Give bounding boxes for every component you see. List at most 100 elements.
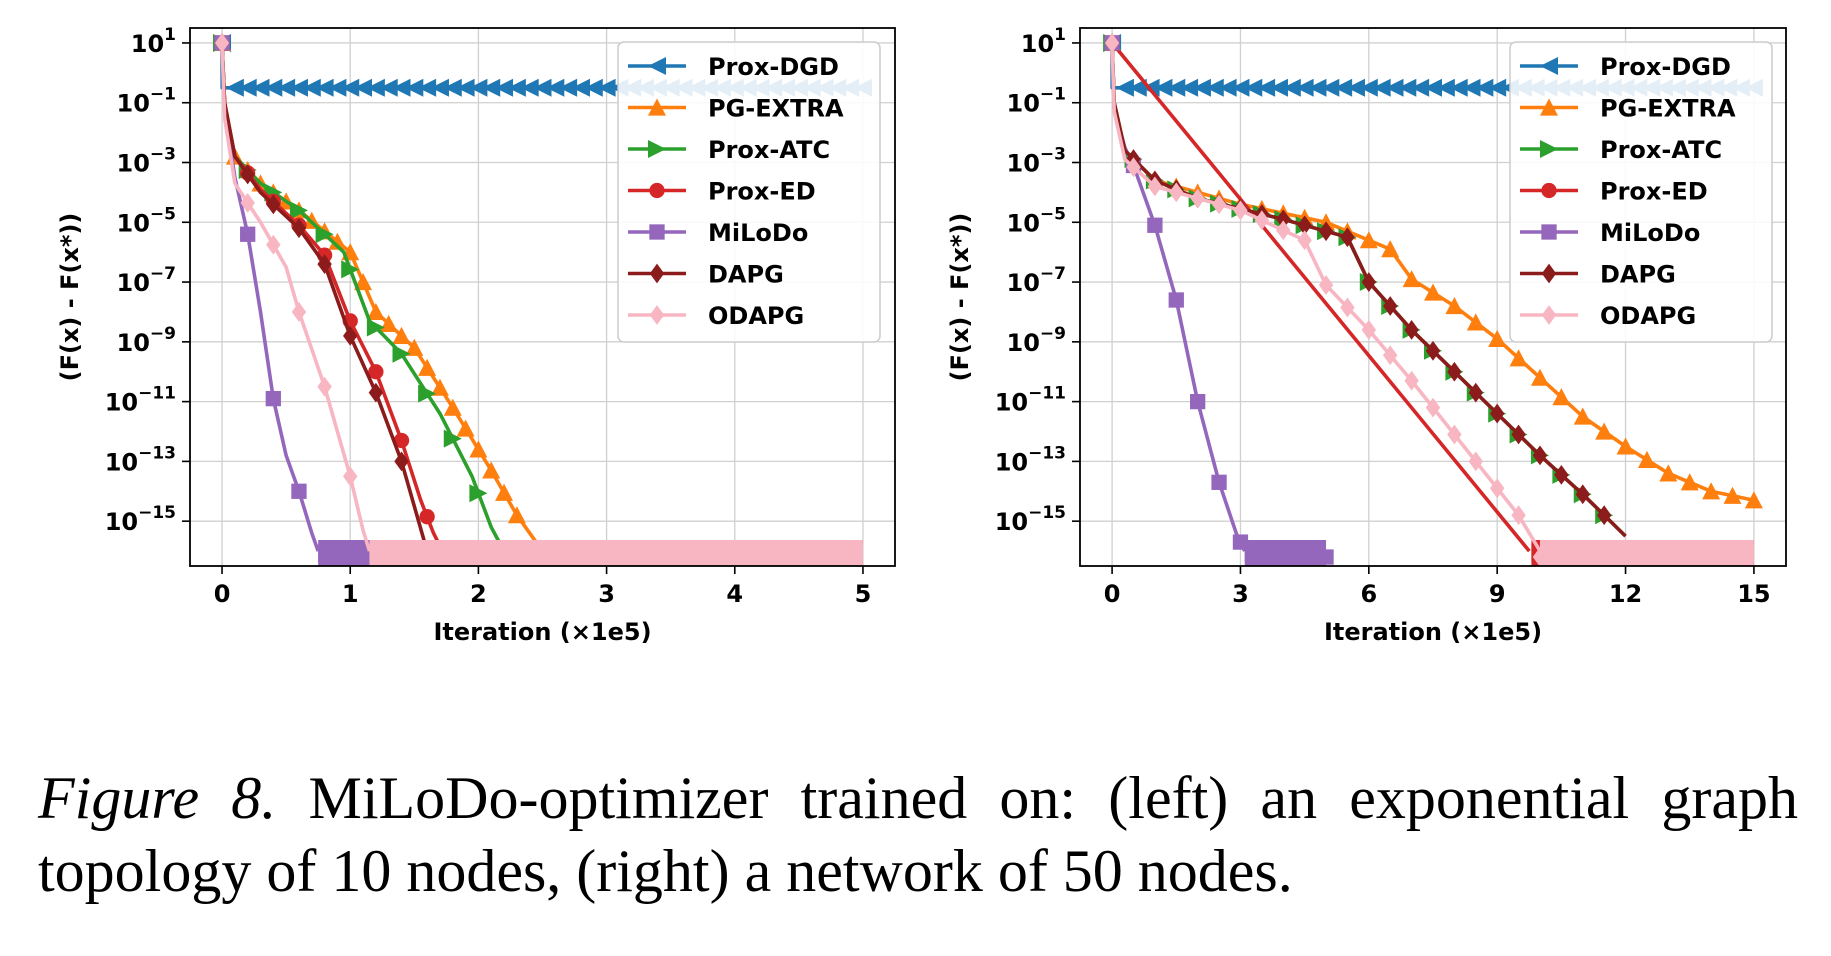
series-marker: [1509, 349, 1528, 367]
series-marker: [1468, 382, 1483, 403]
series-marker: [1168, 292, 1184, 308]
series-marker: [405, 338, 424, 356]
series-marker: [328, 78, 347, 97]
series-marker: [1154, 78, 1173, 97]
legend-label: PG-EXTRA: [1600, 95, 1736, 123]
legend-swatch-marker: [1541, 263, 1557, 284]
series-marker: [1359, 78, 1378, 97]
legend-label: MiLoDo: [1600, 219, 1700, 247]
series-marker: [1532, 445, 1548, 466]
series-marker: [392, 78, 411, 97]
series-marker: [469, 78, 488, 97]
axes-frame: [1079, 27, 1787, 567]
y-tick-label: 10−1: [117, 85, 176, 118]
legend-label: Prox-DGD: [1600, 53, 1731, 81]
series-marker: [1616, 437, 1635, 455]
series-marker: [1575, 484, 1590, 505]
series-marker: [1702, 482, 1721, 500]
series-marker: [1211, 474, 1227, 490]
series-marker: [1462, 78, 1481, 97]
series-marker: [546, 78, 565, 97]
series-line: [1110, 41, 1531, 553]
series-marker: [1361, 272, 1377, 292]
series-marker: [341, 260, 360, 279]
x-tick-label: 15: [1737, 580, 1770, 608]
series-marker: [1115, 78, 1134, 97]
x-tick-label: 2: [470, 580, 487, 608]
series-marker: [571, 78, 590, 97]
x-tick-label: 9: [1489, 580, 1506, 608]
series-marker: [277, 78, 296, 97]
x-tick-label: 3: [1232, 580, 1249, 608]
y-tick-label: 10−3: [1007, 145, 1066, 178]
series-marker: [1552, 388, 1571, 406]
series-marker: [1233, 200, 1248, 221]
series-marker: [265, 390, 281, 407]
series-marker: [1231, 78, 1250, 97]
series-marker: [456, 78, 475, 97]
series-marker: [507, 78, 526, 97]
series-marker: [317, 376, 332, 397]
series-marker: [289, 78, 308, 97]
series-marker: [1436, 78, 1455, 97]
series-marker: [238, 78, 257, 97]
series-marker: [1340, 227, 1355, 248]
series-marker: [1511, 505, 1526, 526]
series-marker: [379, 78, 398, 97]
series-marker: [1269, 78, 1288, 97]
series-marker: [1244, 78, 1263, 97]
series-marker: [366, 318, 385, 337]
figure-caption: Figure 8. MiLoDo-optimizer trained on: (…: [38, 762, 1798, 908]
series-marker: [1334, 78, 1353, 97]
series-marker: [1447, 424, 1462, 445]
legend-swatch-marker: [1541, 305, 1557, 325]
series-marker: [394, 451, 409, 472]
series-marker: [1211, 194, 1227, 215]
series-marker: [495, 483, 514, 501]
x-axis-label: Iteration (×1e5): [1324, 618, 1542, 646]
series-marker: [1659, 464, 1678, 482]
series-marker: [456, 419, 475, 437]
legend: Prox-DGD PG-EXTRA Prox-ATC Prox-ED MiLoDo DAP…: [617, 41, 881, 343]
x-tick-label: 5: [855, 580, 872, 608]
series-marker: [507, 506, 526, 524]
legend-label: Prox-DGD: [708, 53, 839, 81]
series-marker: [302, 78, 321, 97]
series-marker: [1308, 78, 1327, 97]
series-marker: [315, 78, 334, 97]
series-marker: [368, 364, 384, 380]
legend-item: PG-EXTRA: [1520, 95, 1736, 123]
series-marker: [264, 78, 283, 97]
series-line: [220, 42, 506, 552]
series-marker: [1276, 209, 1291, 230]
series-odapg: [214, 33, 863, 566]
series-marker: [1254, 210, 1270, 231]
series-line: [220, 42, 320, 552]
y-tick-label: 10−9: [1007, 324, 1066, 357]
series-marker: [1167, 78, 1186, 97]
x-axis-label: Iteration (×1e5): [433, 618, 651, 646]
axes-frame: [189, 27, 896, 567]
series-marker: [1346, 78, 1365, 97]
caption-text: MiLoDo-optimizer trained on: (left) an e…: [38, 765, 1799, 904]
x-tick-label: 0: [1104, 580, 1121, 608]
series-marker: [1205, 78, 1224, 97]
legend-item: Prox-ATC: [1520, 136, 1722, 164]
legend-label: Prox-ED: [1600, 178, 1708, 206]
x-tick-label: 4: [726, 580, 743, 608]
series-marker: [1723, 486, 1742, 504]
y-axis-label: (F(x) - F(x*)): [56, 213, 84, 382]
series-marker: [430, 378, 449, 396]
series-marker: [405, 78, 424, 97]
series-marker: [1573, 407, 1592, 425]
series-marker: [1295, 78, 1314, 97]
series-marker: [1489, 478, 1505, 499]
series-marker: [1192, 78, 1211, 97]
legend-swatch-marker: [1541, 182, 1557, 199]
series-marker: [240, 192, 255, 213]
series-marker: [1404, 319, 1419, 340]
legend-label: DAPG: [1600, 261, 1676, 289]
series-marker: [1257, 78, 1276, 97]
series-marker: [1318, 221, 1334, 242]
plot-area: [213, 33, 872, 566]
